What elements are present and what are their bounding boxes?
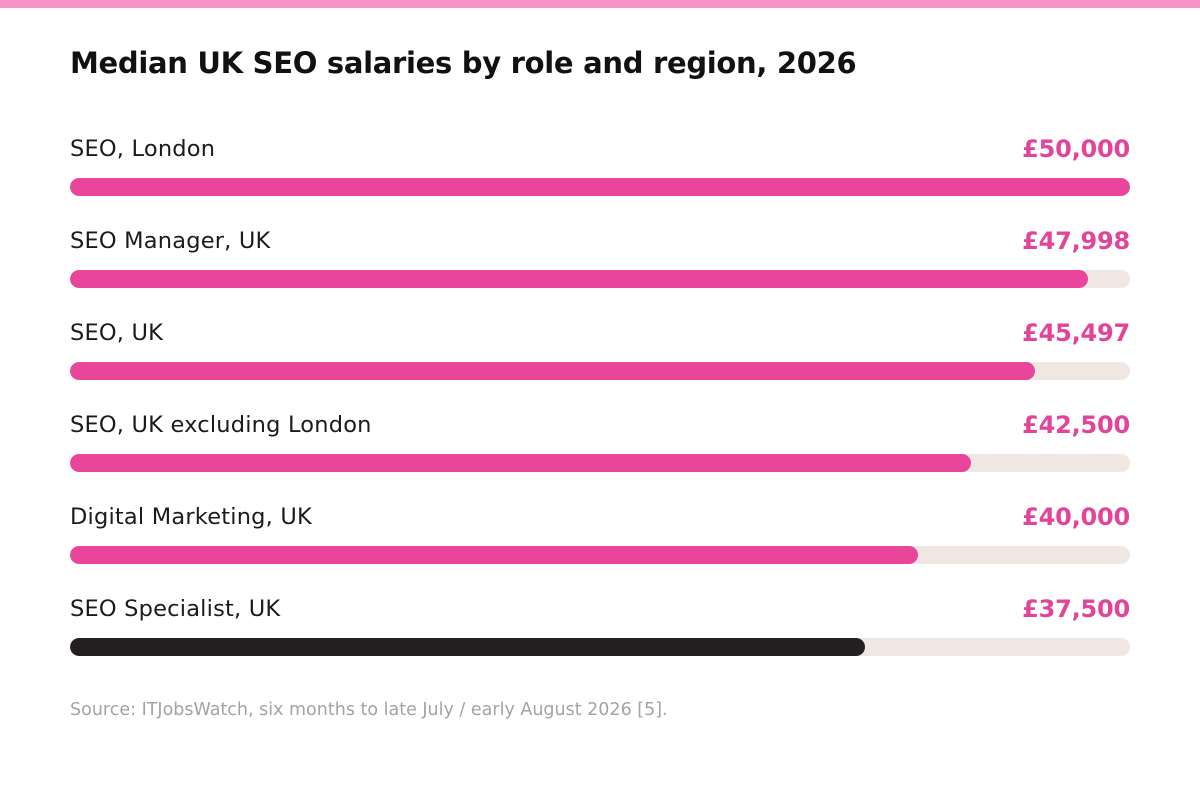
bar-category-label: SEO, UK [70, 320, 164, 346]
bar-value-label: £40,000 [1022, 503, 1130, 531]
bar-row: SEO Specialist, UK £37,500 [70, 595, 1130, 666]
bar-row: SEO, UK £45,497 [70, 319, 1130, 390]
bar [70, 178, 1130, 196]
bar [70, 638, 865, 656]
bar-track [70, 638, 1130, 656]
bar-category-label: SEO, London [70, 136, 216, 162]
bar-row: SEO, London £50,000 [70, 135, 1130, 206]
bar-track [70, 362, 1130, 380]
bar-category-label: Digital Marketing, UK [70, 504, 312, 530]
source-note: Source: ITJobsWatch, six months to late … [70, 700, 668, 720]
bar-value-label: £42,500 [1022, 411, 1130, 439]
bar-value-label: £47,998 [1022, 227, 1130, 255]
bar-category-label: SEO Manager, UK [70, 228, 271, 254]
bar-track [70, 178, 1130, 196]
bar-category-label: SEO, UK excluding London [70, 412, 372, 438]
top-accent-strip [0, 0, 1200, 8]
bar [70, 362, 1035, 380]
bar-chart: SEO, London £50,000 SEO Manager, UK £47,998… [70, 0, 1130, 793]
bar-row: SEO, UK excluding London £42,500 [70, 411, 1130, 482]
bar-track [70, 270, 1130, 288]
bar-row: SEO Manager, UK £47,998 [70, 227, 1130, 298]
bar [70, 454, 971, 472]
bar-value-label: £45,497 [1022, 319, 1130, 347]
bar-row: Digital Marketing, UK £40,000 [70, 503, 1130, 574]
chart-title: Median UK SEO salaries by role and regio… [70, 46, 857, 80]
bar-track [70, 546, 1130, 564]
bar-track [70, 454, 1130, 472]
bar [70, 546, 918, 564]
bar-value-label: £37,500 [1022, 595, 1130, 623]
bar-category-label: SEO Specialist, UK [70, 596, 281, 622]
bar-value-label: £50,000 [1022, 135, 1130, 163]
bar [70, 270, 1088, 288]
